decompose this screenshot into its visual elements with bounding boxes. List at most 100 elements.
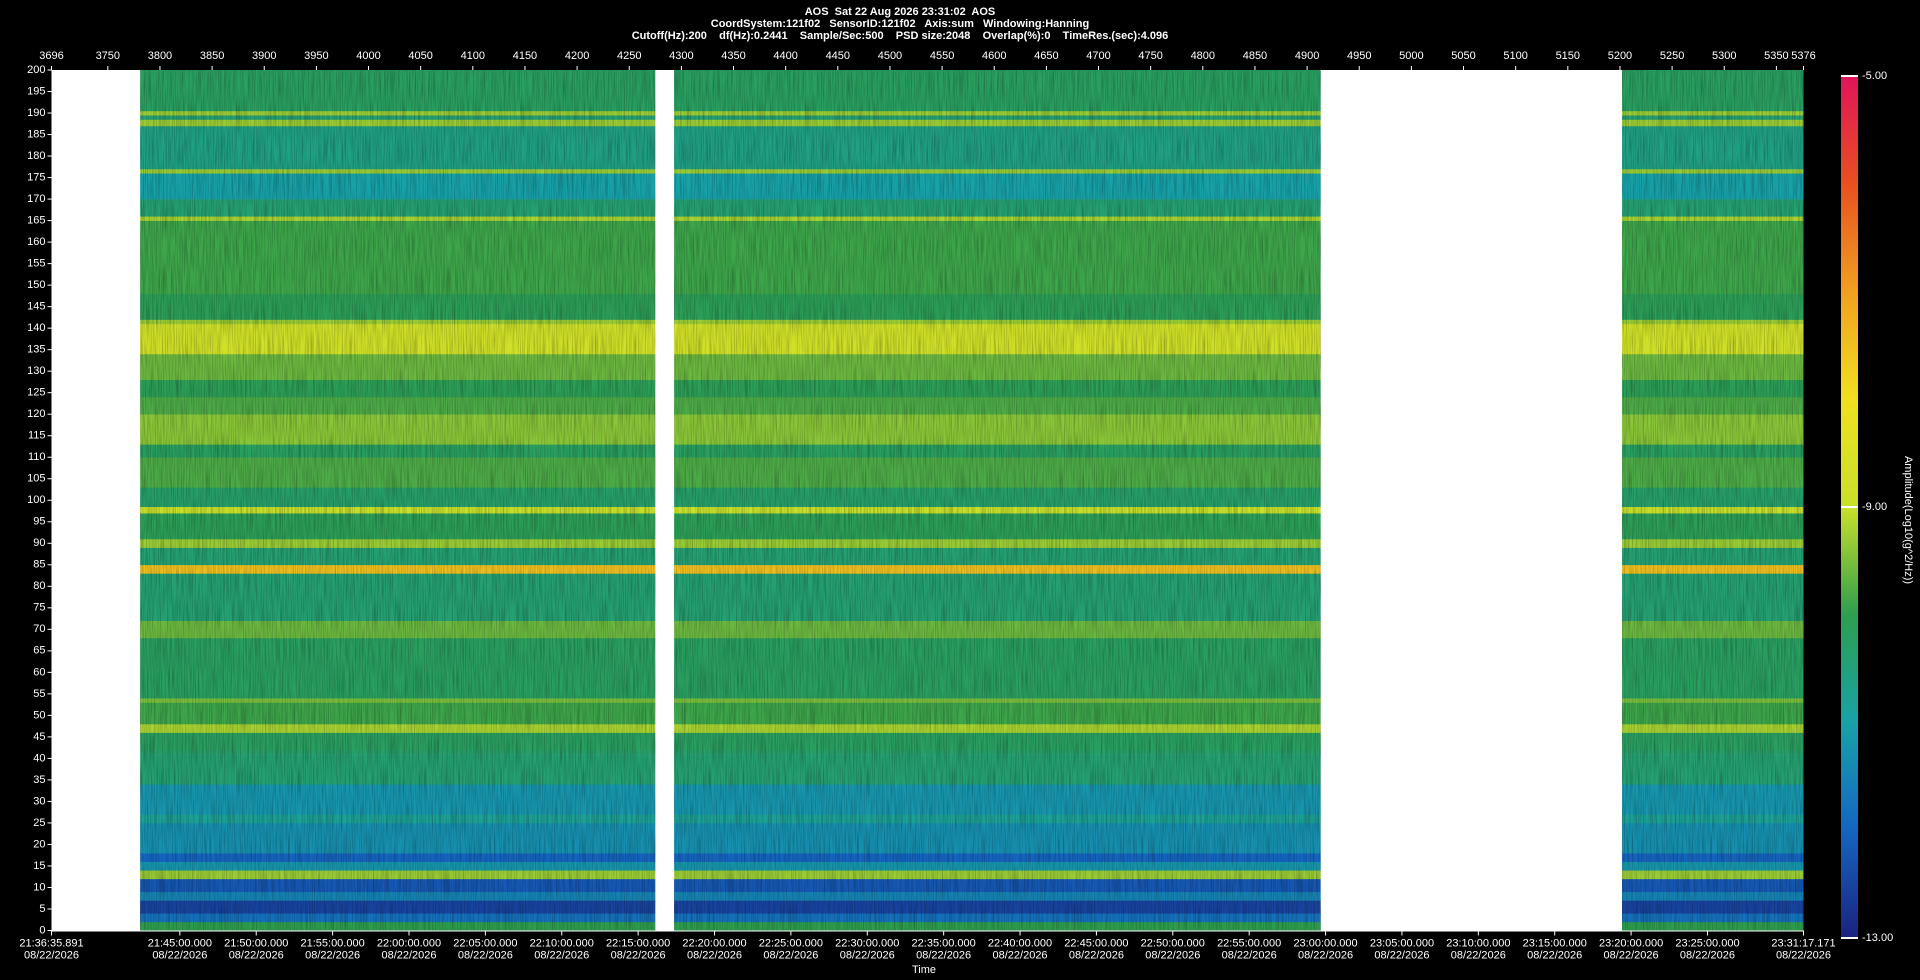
y-tick-label: 25 [33,817,45,829]
time-tick-label: 22:00:00.000 [377,937,441,949]
x-tick-label: 3696 [39,50,63,62]
time-tick-label: 21:50:00.000 [224,937,288,949]
spectrogram [140,70,1804,931]
time-tick-label: 23:05:00.000 [1370,937,1434,949]
x-tick-label: 4550 [930,50,954,62]
time-tick-label: 22:35:00.000 [912,937,976,949]
x-tick-label: 4200 [565,50,589,62]
time-tick-date: 08/22/2026 [1776,949,1831,961]
x-tick-label: 4400 [773,50,797,62]
time-tick-date: 08/22/2026 [1451,949,1506,961]
y-tick-label: 80 [33,580,45,592]
x-tick-label: 3950 [304,50,328,62]
time-tick-date: 08/22/2026 [993,949,1048,961]
x-tick-label: 4100 [461,50,485,62]
y-tick-label: 130 [27,365,45,377]
time-tick-label: 21:36:35.891 [19,937,83,949]
y-tick-label: 180 [27,150,45,162]
y-tick-label: 50 [33,709,45,721]
x-tick-label: 4150 [513,50,537,62]
time-tick-label: 21:45:00.000 [148,937,212,949]
x-tick-label: 5100 [1503,50,1527,62]
y-tick-label: 0 [39,924,45,936]
x-tick-label: 3850 [200,50,224,62]
time-tick-label: 23:15:00.000 [1523,937,1587,949]
time-tick-label: 21:55:00.000 [300,937,364,949]
x-tick-label: 5376 [1791,50,1815,62]
time-tick-date: 08/22/2026 [916,949,971,961]
time-tick-label: 22:55:00.000 [1217,937,1281,949]
y-tick-label: 45 [33,731,45,743]
y-tick-label: 60 [33,666,45,678]
y-tick-label: 15 [33,860,45,872]
time-tick-date: 08/22/2026 [381,949,436,961]
time-tick-label: 22:25:00.000 [759,937,823,949]
x-tick-label: 4950 [1347,50,1371,62]
chart-subtitle: Cutoff(Hz):200 df(Hz):0.2441 Sample/Sec:… [632,30,1169,42]
y-tick-label: 190 [27,107,45,119]
time-tick-date: 08/22/2026 [1145,949,1200,961]
time-tick-date: 08/22/2026 [229,949,284,961]
y-tick-label: 135 [27,344,45,356]
y-tick-label: 5 [39,903,45,915]
noise-texture [674,70,1321,931]
x-tick-label: 4500 [878,50,902,62]
x-tick-label: 3900 [252,50,276,62]
y-tick-label: 85 [33,559,45,571]
y-tick-label: 140 [27,322,45,334]
noise-texture [140,70,656,931]
y-tick-label: 150 [27,279,45,291]
y-tick-label: 90 [33,537,45,549]
y-tick-label: 125 [27,387,45,399]
x-tick-label: 4250 [617,50,641,62]
time-tick-label: 22:15:00.000 [606,937,670,949]
y-tick-label: 40 [33,752,45,764]
y-tick-label: 145 [27,301,45,313]
x-tick-label: 5150 [1556,50,1580,62]
x-tick-label: 5200 [1608,50,1632,62]
y-tick-label: 95 [33,516,45,528]
time-tick-date: 08/22/2026 [24,949,79,961]
y-tick-label: 195 [27,85,45,97]
time-tick-date: 08/22/2026 [1298,949,1353,961]
x-tick-label: 4750 [1138,50,1162,62]
y-tick-label: 115 [28,430,46,442]
time-tick-date: 08/22/2026 [687,949,742,961]
y-tick-label: 175 [27,171,45,183]
y-tick-label: 100 [27,494,45,506]
time-tick-date: 08/22/2026 [1604,949,1659,961]
time-tick-date: 08/22/2026 [611,949,666,961]
time-tick-label: 22:40:00.000 [988,937,1052,949]
y-tick-label: 170 [27,193,45,205]
y-tick-label: 20 [33,838,45,850]
time-tick-label: 22:45:00.000 [1064,937,1128,949]
time-tick-date: 08/22/2026 [763,949,818,961]
x-tick-label: 5000 [1399,50,1423,62]
time-tick-date: 08/22/2026 [840,949,895,961]
time-tick-date: 08/22/2026 [458,949,513,961]
y-tick-label: 65 [33,645,45,657]
y-tick-label: 35 [33,774,45,786]
chart-subtitle: CoordSystem:121f02 SensorID:121f02 Axis:… [711,18,1089,30]
time-tick-date: 08/22/2026 [1069,949,1124,961]
y-tick-label: 10 [33,881,45,893]
time-tick-date: 08/22/2026 [534,949,589,961]
x-tick-label: 3750 [96,50,120,62]
time-tick-label: 23:25:00.000 [1675,937,1739,949]
time-tick-date: 08/22/2026 [1222,949,1277,961]
y-tick-label: 155 [27,258,45,270]
x-tick-label: 5250 [1660,50,1684,62]
time-tick-label: 23:10:00.000 [1446,937,1510,949]
time-tick-label: 22:20:00.000 [682,937,746,949]
time-tick-date: 08/22/2026 [1374,949,1429,961]
y-tick-label: 30 [33,795,45,807]
y-tick-label: 105 [27,473,45,485]
x-tick-label: 3800 [148,50,172,62]
x-tick-label: 5350 [1764,50,1788,62]
time-tick-label: 22:10:00.000 [530,937,594,949]
y-tick-label: 185 [27,128,45,140]
y-tick-label: 70 [33,623,45,635]
time-tick-label: 22:05:00.000 [453,937,517,949]
time-tick-date: 08/22/2026 [152,949,207,961]
